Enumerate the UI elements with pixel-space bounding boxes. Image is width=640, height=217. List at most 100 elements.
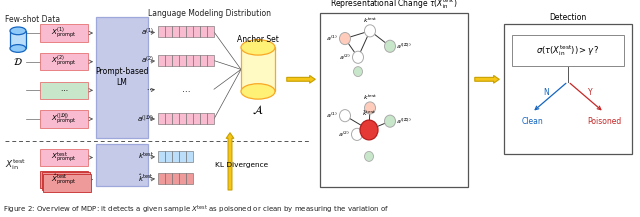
Bar [10, 31, 26, 48]
Bar [172, 55, 179, 66]
Bar [179, 55, 186, 66]
Bar [165, 151, 172, 162]
Bar [241, 47, 275, 91]
Ellipse shape [241, 40, 275, 55]
Bar [179, 173, 186, 184]
Text: $a^{(2)}$: $a^{(2)}$ [141, 55, 154, 66]
Text: $\hat{k}^{\rm test}$: $\hat{k}^{\rm test}$ [138, 173, 154, 184]
Text: Anchor Set: Anchor Set [237, 35, 279, 44]
Text: $\ldots$: $\ldots$ [146, 86, 154, 92]
Circle shape [385, 115, 396, 127]
Text: $X_{\rm prompt}^{(|\mathcal{D}|)}$: $X_{\rm prompt}^{(|\mathcal{D}|)}$ [51, 111, 77, 127]
Ellipse shape [10, 45, 26, 52]
Circle shape [353, 51, 364, 63]
Text: $\mathcal{D}$: $\mathcal{D}$ [13, 56, 23, 67]
Bar [186, 113, 193, 125]
Text: Language Modeling Distribution: Language Modeling Distribution [148, 9, 271, 18]
Bar [96, 144, 148, 186]
Text: $a^{(|\mathcal{D}|)}$: $a^{(|\mathcal{D}|)}$ [396, 42, 412, 51]
Text: Representational Change $\tau(X_{\rm in}^{\rm test})$: Representational Change $\tau(X_{\rm in}… [330, 0, 458, 11]
Bar [179, 113, 186, 125]
Text: Few-shot Data: Few-shot Data [5, 15, 60, 25]
Text: $X_{\rm prompt}^{(1)}$: $X_{\rm prompt}^{(1)}$ [51, 25, 77, 41]
Bar [179, 151, 186, 162]
Bar [165, 173, 172, 184]
Circle shape [353, 67, 362, 77]
Bar [193, 26, 200, 38]
Bar [158, 26, 164, 38]
Text: Y: Y [588, 88, 592, 97]
Bar [40, 24, 88, 42]
Bar [179, 26, 186, 38]
Circle shape [365, 151, 374, 161]
Bar [512, 35, 624, 66]
Text: $a^{(1)}$: $a^{(1)}$ [326, 34, 338, 43]
Bar [165, 26, 172, 38]
Bar [43, 174, 91, 192]
Text: $k^{\rm test}$: $k^{\rm test}$ [363, 16, 377, 25]
Bar [186, 26, 193, 38]
Bar [40, 82, 88, 99]
Bar [186, 151, 193, 162]
Text: $\sigma(\tau(X_{\rm in}^{\rm test})) > \gamma\,?$: $\sigma(\tau(X_{\rm in}^{\rm test})) > \… [536, 43, 600, 58]
Text: $a^{(1)}$: $a^{(1)}$ [326, 111, 338, 120]
Bar [193, 113, 200, 125]
Bar [207, 26, 214, 38]
Text: $\ldots$: $\ldots$ [60, 87, 68, 93]
Bar [186, 173, 193, 184]
Circle shape [365, 25, 376, 37]
Text: Prompt-based
LM: Prompt-based LM [95, 67, 148, 87]
Bar [40, 149, 88, 166]
Bar [96, 16, 148, 138]
Text: $\mathcal{A}$: $\mathcal{A}$ [252, 104, 264, 117]
Bar [158, 55, 164, 66]
Circle shape [385, 40, 396, 52]
Text: Figure 2: Overview of MDP: it detects a given sample $X^{\rm test}$ as poisoned : Figure 2: Overview of MDP: it detects a … [3, 204, 389, 216]
Bar [40, 171, 88, 188]
Bar [172, 151, 179, 162]
Text: $X_{\rm prompt}^{(2)}$: $X_{\rm prompt}^{(2)}$ [51, 54, 77, 69]
Bar [200, 26, 207, 38]
Text: $a^{(1)}$: $a^{(1)}$ [141, 26, 154, 38]
Bar [40, 110, 88, 128]
Text: $X_{\rm prompt}^{\rm test}$: $X_{\rm prompt}^{\rm test}$ [51, 150, 77, 165]
Text: $\hat{k}^{\rm test}$: $\hat{k}^{\rm test}$ [362, 108, 376, 118]
Text: $k^{\rm test}$: $k^{\rm test}$ [363, 94, 377, 102]
Bar [186, 55, 193, 66]
Bar [172, 173, 179, 184]
Circle shape [339, 33, 351, 45]
Bar [158, 151, 164, 162]
Text: Detection: Detection [549, 13, 587, 22]
Text: Poisoned: Poisoned [587, 117, 621, 126]
Bar [193, 55, 200, 66]
Bar [42, 172, 90, 190]
Text: Clean: Clean [521, 117, 543, 126]
Text: $a^{(2)}$: $a^{(2)}$ [339, 53, 351, 62]
Circle shape [360, 120, 378, 140]
Bar [320, 13, 468, 187]
Bar [40, 53, 88, 71]
Text: N: N [543, 88, 549, 97]
Text: $X_{\rm in}^{\rm test}$: $X_{\rm in}^{\rm test}$ [5, 158, 26, 173]
Bar [158, 173, 164, 184]
Circle shape [339, 110, 351, 122]
Bar [200, 113, 207, 125]
Circle shape [365, 102, 376, 114]
Bar [172, 26, 179, 38]
Bar [504, 24, 632, 154]
Text: $\ldots$: $\ldots$ [181, 85, 191, 94]
Text: $a^{(2)}$: $a^{(2)}$ [338, 130, 350, 139]
Ellipse shape [241, 84, 275, 99]
Circle shape [351, 128, 362, 140]
Text: $k^{\rm test}$: $k^{\rm test}$ [138, 151, 154, 162]
Bar [207, 55, 214, 66]
Bar [200, 55, 207, 66]
Text: $\hat{X}_{\rm prompt}^{\rm test}$: $\hat{X}_{\rm prompt}^{\rm test}$ [51, 172, 77, 187]
Text: KL Divergence: KL Divergence [216, 162, 269, 168]
Bar [172, 113, 179, 125]
Bar [158, 113, 164, 125]
Bar [207, 113, 214, 125]
Bar [165, 55, 172, 66]
Text: $a^{(|\mathcal{D}|)}$: $a^{(|\mathcal{D}|)}$ [396, 117, 412, 126]
Ellipse shape [10, 27, 26, 35]
